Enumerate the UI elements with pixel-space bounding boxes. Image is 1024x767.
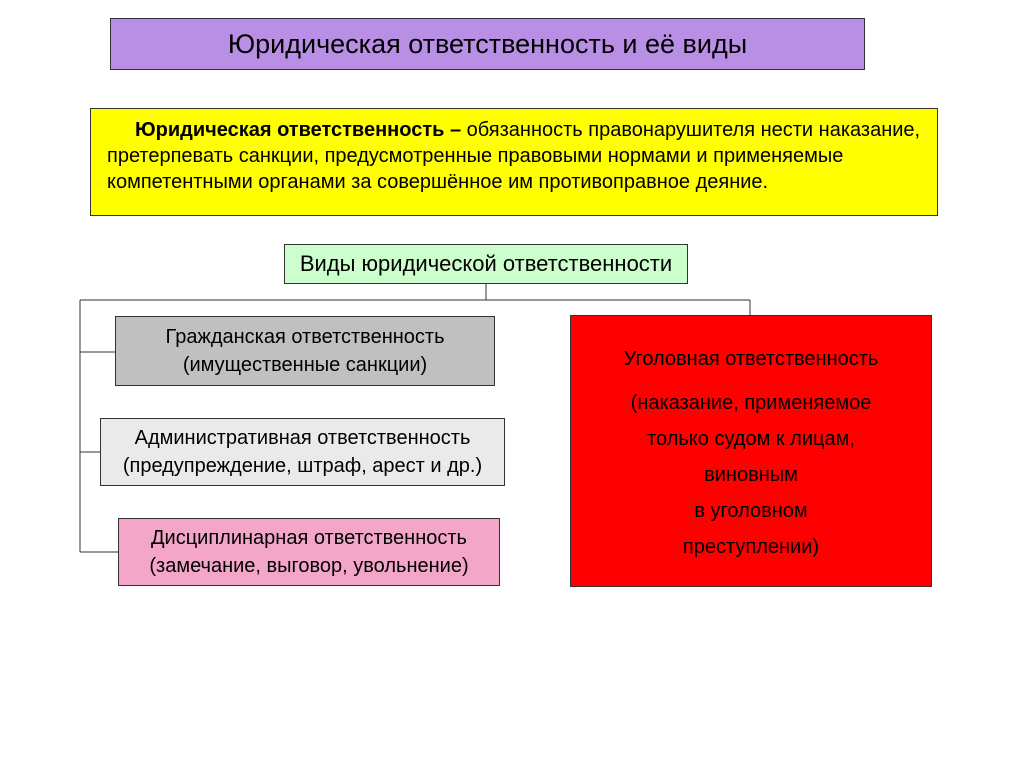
civil-line2: (имущественные санкции): [183, 351, 427, 379]
definition-box: Юридическая ответственность – обязанност…: [90, 108, 938, 216]
crim-line6: преступлении): [683, 529, 819, 565]
civil-line1: Гражданская ответственность: [166, 323, 445, 351]
disciplinary-liability-box: Дисциплинарная ответственность (замечани…: [118, 518, 500, 586]
crim-line5: в уголовном: [694, 493, 807, 529]
definition-term: Юридическая ответственность –: [135, 119, 461, 141]
criminal-liability-box: Уголовная ответственность (наказание, пр…: [570, 315, 932, 587]
types-header: Виды юридической ответственности: [284, 244, 688, 284]
administrative-liability-box: Административная ответственность (предуп…: [100, 418, 505, 486]
admin-line1: Административная ответственность: [135, 424, 471, 452]
crim-line3: только судом к лицам,: [647, 421, 855, 457]
main-title-text: Юридическая ответственность и её виды: [228, 29, 747, 60]
disc-line2: (замечание, выговор, увольнение): [149, 552, 468, 580]
crim-line2: (наказание, применяемое: [631, 385, 872, 421]
main-title: Юридическая ответственность и её виды: [110, 18, 865, 70]
crim-line4: виновным: [704, 457, 798, 493]
admin-line2: (предупреждение, штраф, арест и др.): [123, 452, 482, 480]
disc-line1: Дисциплинарная ответственность: [151, 524, 467, 552]
civil-liability-box: Гражданская ответственность (имущественн…: [115, 316, 495, 386]
types-header-text: Виды юридической ответственности: [300, 251, 672, 277]
crim-line1: Уголовная ответственность: [624, 341, 879, 377]
